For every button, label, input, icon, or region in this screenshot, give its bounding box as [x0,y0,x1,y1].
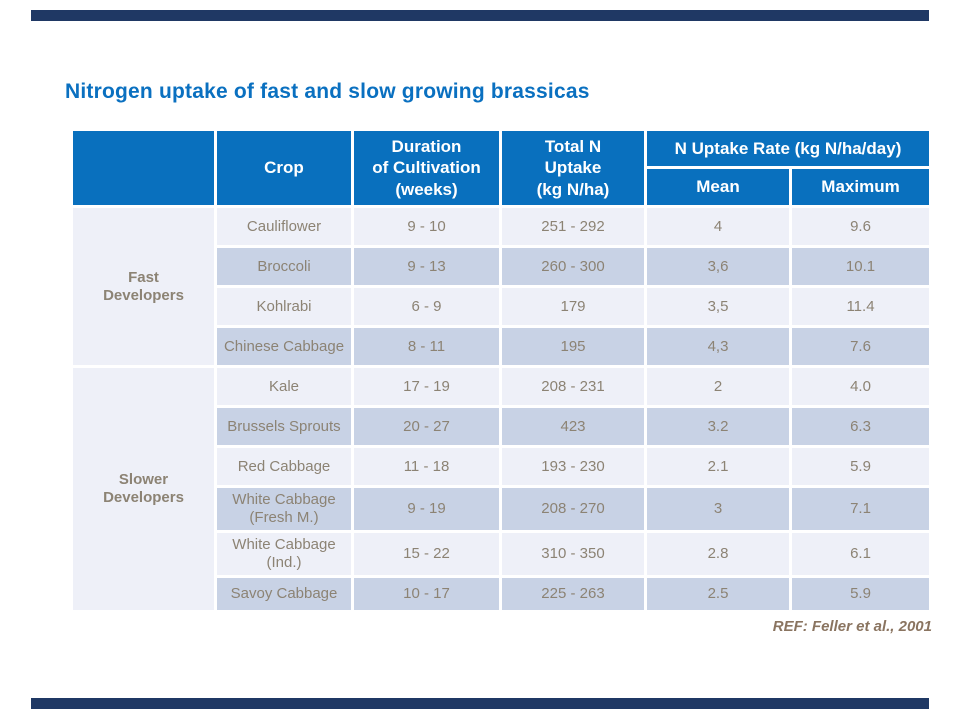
group-label-line2: Developers [103,286,184,304]
cell-duration: 9 - 19 [354,488,499,530]
cell-maximum: 6.1 [792,533,930,575]
header-row-sub: Mean Maximum [73,169,930,205]
cell-duration: 17 - 19 [354,368,499,405]
cell-maximum: 7.1 [792,488,930,530]
cell-mean: 2.1 [647,448,789,485]
cell-mean: 2 [647,368,789,405]
group-label-slower-developers: Slower Developers [73,368,214,610]
table-row-white-cabbage-fresh: White Cabbage (Fresh M.) 9 - 19 208 - 27… [73,488,930,530]
cell-total-n: 225 - 263 [502,578,644,610]
cell-total-n: 423 [502,408,644,445]
header-duration-line1: Duration [391,137,462,157]
cell-total-n: 310 - 350 [502,533,644,575]
bottom-accent-bar [31,698,929,709]
header-corner-cell [73,131,214,205]
cell-mean: 3 [647,488,789,530]
header-uptake-rate: N Uptake Rate (kg N/ha/day) [647,131,930,166]
cell-duration: 8 - 11 [354,328,499,365]
header-total-n-line1: Total N [544,137,602,157]
table-row-white-cabbage-ind: White Cabbage (Ind.) 15 - 22 310 - 350 2… [73,533,930,575]
table-row-kohlrabi: Kohlrabi 6 - 9 179 3,5 11.4 [73,288,930,325]
cell-mean: 4,3 [647,328,789,365]
cell-duration: 9 - 13 [354,248,499,285]
cell-crop: Cauliflower [217,208,351,245]
table-row-red-cabbage: Red Cabbage 11 - 18 193 - 230 2.1 5.9 [73,448,930,485]
cell-maximum: 11.4 [792,288,930,325]
cell-mean: 2.5 [647,578,789,610]
cell-total-n: 179 [502,288,644,325]
cell-duration: 6 - 9 [354,288,499,325]
cell-crop: White Cabbage (Fresh M.) [217,488,351,530]
header-mean: Mean [647,169,789,205]
table-header: Crop Duration of Cultivation (weeks) Tot… [73,131,930,205]
cell-total-n: 251 - 292 [502,208,644,245]
cell-total-n: 208 - 270 [502,488,644,530]
cell-duration: 11 - 18 [354,448,499,485]
header-maximum: Maximum [792,169,930,205]
cell-maximum: 6.3 [792,408,930,445]
cell-mean: 4 [647,208,789,245]
cell-crop: Kohlrabi [217,288,351,325]
cell-maximum: 7.6 [792,328,930,365]
cell-total-n: 208 - 231 [502,368,644,405]
group-label-line1: Slower [118,471,169,488]
header-crop: Crop [217,131,351,205]
table-row-kale: Slower Developers Kale 17 - 19 208 - 231… [73,368,930,610]
cell-maximum: 10.1 [792,248,930,285]
header-duration-line2: of Cultivation [372,158,481,178]
cell-crop: Kale [217,368,351,405]
cell-mean: 3.2 [647,408,789,445]
cell-total-n: 260 - 300 [502,248,644,285]
group-label-line2: Developers [103,489,184,506]
cell-crop: Red Cabbage [217,448,351,485]
table-row-chinese-cabbage: Chinese Cabbage 8 - 11 195 4,3 7.6 [73,328,930,365]
cell-duration: 10 - 17 [354,578,499,610]
cell-total-n: 195 [502,328,644,365]
cell-duration: 15 - 22 [354,533,499,575]
table-row-cauliflower: Fast Developers Cauliflower 9 - 10 251 -… [73,208,930,365]
cell-mean: 2.8 [647,533,789,575]
cell-maximum: 9.6 [792,208,930,245]
cell-mean: 3,6 [647,248,789,285]
cell-duration: 9 - 10 [354,208,499,245]
reference-citation: REF: Feller et al., 2001 [772,618,932,635]
cell-crop: Chinese Cabbage [217,328,351,365]
header-total-n-line3: (kg N/ha) [536,179,610,199]
cell-crop: Savoy Cabbage [217,578,351,610]
cell-crop: Brussels Sprouts [217,408,351,445]
table-body: Fast Developers Cauliflower 9 - 10 251 -… [73,208,930,610]
cell-duration: 20 - 27 [354,408,499,445]
cell-crop: White Cabbage (Ind.) [217,533,351,575]
header-total-n: Total N Uptake (kg N/ha) [502,131,644,205]
cell-crop: Broccoli [217,248,351,285]
cell-mean: 3,5 [647,288,789,325]
slide-title: Nitrogen uptake of fast and slow growing… [65,80,590,103]
table-row-broccoli: Broccoli 9 - 13 260 - 300 3,6 10.1 [73,248,930,285]
table-row-savoy-cabbage: Savoy Cabbage 10 - 17 225 - 263 2.5 5.9 [73,578,930,610]
cell-total-n: 193 - 230 [502,448,644,485]
nitrogen-uptake-table: Crop Duration of Cultivation (weeks) Tot… [70,128,932,613]
cell-maximum: 5.9 [792,578,930,610]
top-accent-bar [31,10,929,21]
cell-maximum: 4.0 [792,368,930,405]
header-total-n-line2: Uptake [544,158,602,178]
group-label-fast-developers: Fast Developers [73,208,214,365]
group-label-line1: Fast [128,268,159,286]
cell-maximum: 5.9 [792,448,930,485]
table-row-brussels-sprouts: Brussels Sprouts 20 - 27 423 3.2 6.3 [73,408,930,445]
header-duration-line3: (weeks) [395,179,458,199]
header-duration: Duration of Cultivation (weeks) [354,131,499,205]
header-row-top: Crop Duration of Cultivation (weeks) Tot… [73,131,930,205]
